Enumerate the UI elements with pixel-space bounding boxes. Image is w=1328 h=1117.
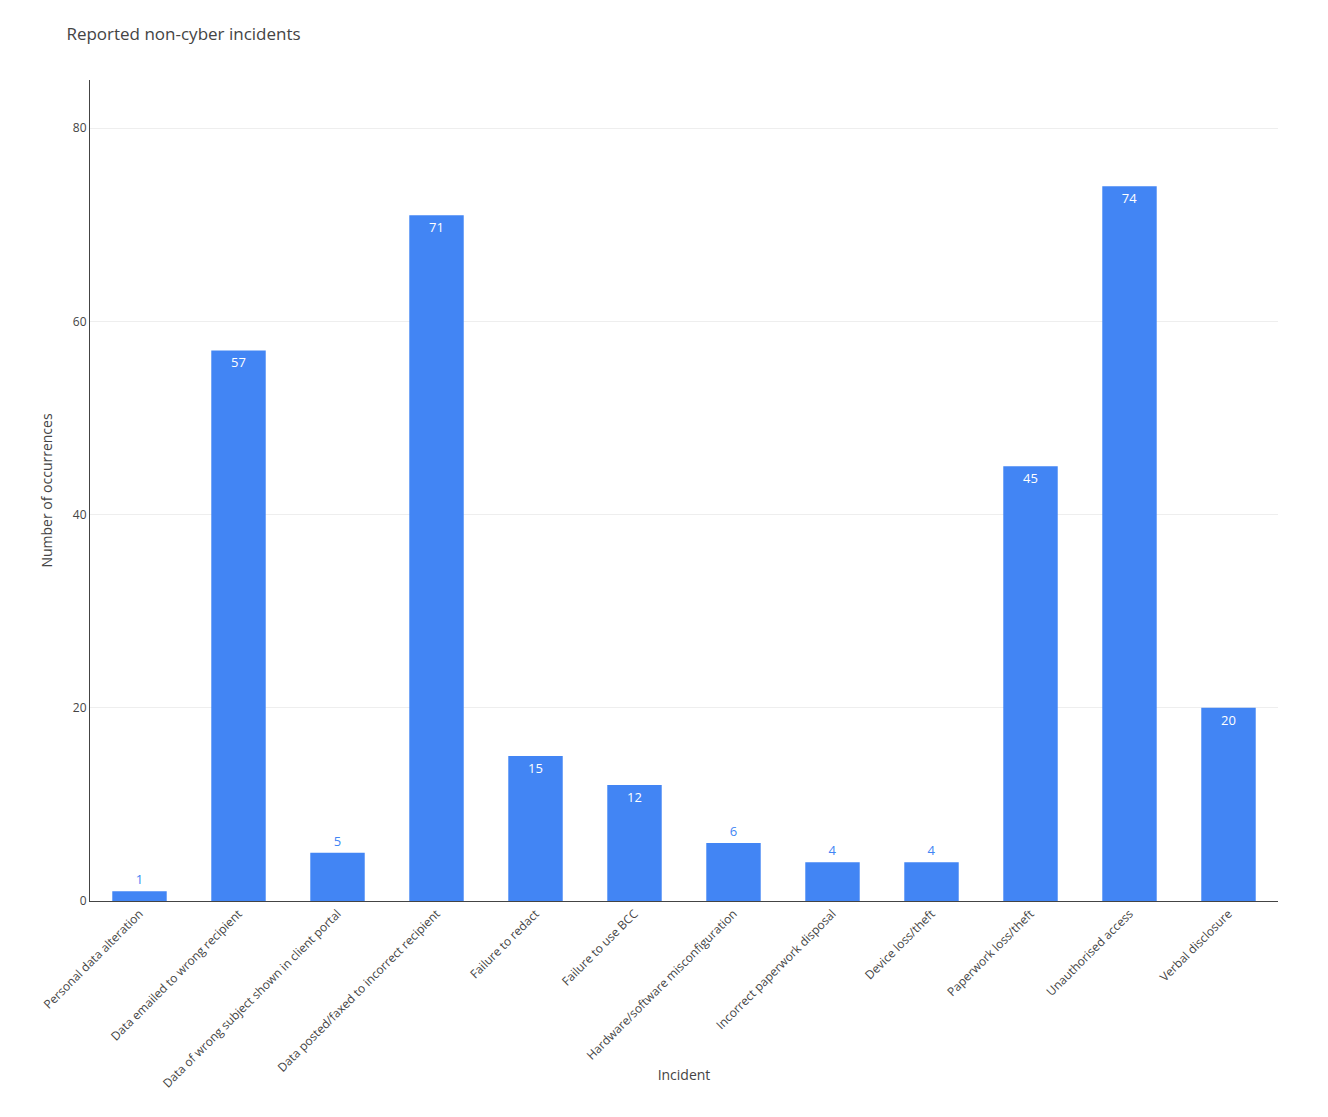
svg-text:71: 71 (429, 218, 444, 236)
svg-text:1: 1 (136, 870, 143, 888)
svg-text:Reported non-cyber incidents: Reported non-cyber incidents (66, 22, 300, 45)
svg-text:Hardware/software misconfigura: Hardware/software misconfiguration (583, 905, 741, 1063)
svg-text:12: 12 (627, 788, 642, 806)
svg-text:Failure to use BCC: Failure to use BCC (558, 905, 642, 989)
svg-text:Paperwork loss/theft: Paperwork loss/theft (943, 905, 1037, 999)
svg-text:Verbal disclosure: Verbal disclosure (1156, 905, 1236, 985)
svg-text:Data posted/faxed to incorrect: Data posted/faxed to incorrect recipient (274, 905, 444, 1075)
svg-text:4: 4 (928, 841, 936, 859)
svg-text:20: 20 (1221, 711, 1236, 729)
svg-text:4: 4 (829, 841, 837, 859)
svg-text:Personal data alteration: Personal data alteration (40, 905, 147, 1012)
svg-text:Data of wrong subject shown in: Data of wrong subject shown in client po… (159, 905, 345, 1091)
svg-text:60: 60 (73, 313, 87, 330)
svg-text:Incident: Incident (658, 1065, 711, 1084)
svg-text:74: 74 (1122, 189, 1137, 207)
svg-text:Data emailed to wrong recipien: Data emailed to wrong recipient (107, 905, 246, 1044)
svg-text:15: 15 (528, 759, 543, 777)
svg-text:57: 57 (231, 353, 246, 371)
svg-text:6: 6 (730, 822, 737, 840)
svg-text:Failure to redact: Failure to redact (466, 905, 543, 982)
svg-text:20: 20 (73, 699, 87, 716)
svg-text:0: 0 (80, 892, 87, 909)
svg-text:45: 45 (1023, 469, 1038, 487)
svg-text:Unauthorised access: Unauthorised access (1042, 905, 1136, 999)
svg-text:Number of occurrences: Number of occurrences (37, 413, 56, 568)
svg-text:5: 5 (334, 832, 341, 850)
svg-text:Incorrect paperwork disposal: Incorrect paperwork disposal (712, 905, 839, 1032)
svg-text:80: 80 (73, 119, 87, 136)
svg-text:40: 40 (73, 506, 87, 523)
svg-text:Device loss/theft: Device loss/theft (861, 905, 939, 983)
